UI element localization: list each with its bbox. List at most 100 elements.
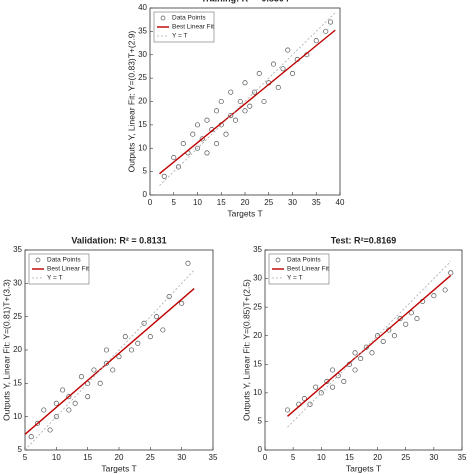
x-tick-label: 10 bbox=[52, 453, 61, 462]
data-point bbox=[223, 131, 229, 137]
fit-line bbox=[24, 288, 195, 435]
legend-marker bbox=[275, 257, 281, 263]
data-point bbox=[442, 287, 448, 293]
data-point bbox=[85, 394, 91, 400]
data-point bbox=[275, 84, 281, 91]
x-axis-label: Targets T bbox=[346, 463, 381, 473]
data-point bbox=[53, 414, 59, 420]
data-point bbox=[179, 300, 185, 306]
data-point bbox=[28, 434, 34, 440]
y-axis-label: Outputs Y, Linear Fit: Y=(0.81)T+(3.3) bbox=[1, 279, 11, 421]
data-point bbox=[204, 150, 210, 156]
y-tick-label: 40 bbox=[138, 3, 147, 12]
x-tick-label: 20 bbox=[373, 453, 382, 462]
data-point bbox=[110, 367, 116, 373]
y-tick-label: 0 bbox=[258, 445, 263, 454]
data-point bbox=[97, 380, 103, 386]
data-point bbox=[256, 70, 262, 77]
data-point bbox=[194, 122, 201, 128]
x-tick-label: 5 bbox=[291, 453, 296, 462]
data-point bbox=[327, 19, 334, 25]
legend-label: Best Linear Fit bbox=[287, 266, 329, 273]
data-point bbox=[53, 400, 59, 406]
fit-line bbox=[159, 12, 336, 186]
data-point bbox=[313, 384, 319, 390]
y-tick-label: 10 bbox=[13, 412, 22, 421]
x-tick-label: 35 bbox=[312, 198, 321, 207]
x-tick-label: 25 bbox=[264, 198, 273, 207]
x-tick-label: 20 bbox=[241, 198, 250, 207]
data-point bbox=[135, 340, 141, 346]
y-tick-label: 30 bbox=[138, 50, 147, 59]
data-point bbox=[313, 38, 319, 44]
data-point bbox=[335, 373, 341, 379]
data-point bbox=[60, 387, 66, 393]
chart-title: Test: R²=0.8169 bbox=[331, 235, 397, 245]
x-tick-label: 15 bbox=[217, 198, 226, 207]
fit-line bbox=[24, 269, 195, 451]
y-tick-label: 20 bbox=[253, 331, 262, 340]
data-point bbox=[199, 136, 205, 142]
x-tick-label: 35 bbox=[209, 453, 218, 462]
data-point bbox=[408, 310, 414, 316]
legend-label: Data Points bbox=[47, 257, 81, 264]
legend-label: Y = T bbox=[287, 275, 303, 282]
data-point bbox=[213, 141, 220, 147]
data-point bbox=[369, 350, 375, 356]
data-point bbox=[403, 321, 409, 327]
fit-line bbox=[287, 261, 452, 428]
data-point bbox=[204, 117, 210, 123]
y-tick-label: 10 bbox=[138, 143, 147, 152]
data-point bbox=[160, 327, 166, 333]
y-axis-label: Outputs Y, Linear Fit: Y=(0.83)T+(2.9) bbox=[126, 30, 136, 172]
data-point bbox=[280, 66, 286, 72]
y-tick-label: 30 bbox=[253, 274, 262, 283]
x-tick-label: 30 bbox=[177, 453, 186, 462]
data-point bbox=[261, 98, 267, 105]
data-point bbox=[270, 61, 277, 67]
x-axis-label: Targets T bbox=[101, 463, 136, 473]
data-point bbox=[78, 374, 84, 380]
x-tick-label: 10 bbox=[193, 198, 202, 207]
data-point bbox=[103, 360, 110, 366]
data-point bbox=[103, 347, 110, 353]
data-point bbox=[180, 141, 186, 147]
data-point bbox=[122, 334, 128, 340]
legend-marker bbox=[35, 257, 41, 263]
x-tick-label: 0 bbox=[263, 453, 268, 462]
y-tick-label: 30 bbox=[13, 278, 22, 287]
y-tick-label: 15 bbox=[253, 359, 262, 368]
y-tick-label: 0 bbox=[143, 190, 148, 199]
data-point bbox=[329, 367, 336, 373]
legend-label: Y = T bbox=[172, 33, 188, 40]
data-point bbox=[318, 390, 324, 396]
x-tick-label: 0 bbox=[148, 198, 153, 207]
data-point bbox=[247, 103, 253, 109]
y-tick-label: 5 bbox=[18, 445, 23, 454]
data-point bbox=[91, 367, 97, 373]
data-point bbox=[341, 378, 347, 384]
legend-marker bbox=[160, 15, 166, 21]
y-axis-label: Outputs Y, Linear Fit: Y=(0.85)T+(2.5) bbox=[241, 279, 251, 421]
data-point bbox=[72, 400, 78, 406]
data-point bbox=[285, 47, 291, 53]
x-tick-label: 40 bbox=[336, 198, 345, 207]
data-point bbox=[307, 401, 313, 407]
data-point bbox=[190, 131, 196, 137]
data-point bbox=[47, 427, 53, 433]
x-tick-label: 15 bbox=[345, 453, 354, 462]
chart-title: Validation: R² = 0.8131 bbox=[71, 235, 166, 245]
data-point bbox=[323, 28, 329, 34]
data-point bbox=[41, 407, 47, 413]
y-tick-label: 15 bbox=[138, 120, 147, 129]
y-tick-label: 25 bbox=[13, 312, 22, 321]
y-tick-label: 20 bbox=[13, 345, 22, 354]
y-tick-label: 5 bbox=[143, 167, 148, 176]
fit-line bbox=[159, 29, 336, 175]
data-point bbox=[324, 378, 330, 384]
data-point bbox=[194, 145, 201, 151]
data-point bbox=[232, 117, 239, 123]
data-point bbox=[301, 396, 307, 402]
data-point bbox=[116, 354, 122, 360]
